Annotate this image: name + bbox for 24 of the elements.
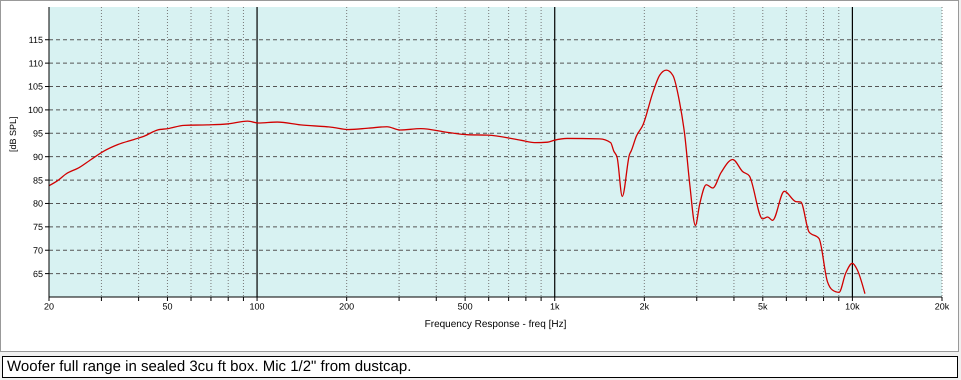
y-tick-label: 115: [28, 34, 43, 45]
x-tick-label: 50: [162, 301, 172, 312]
x-axis-title: Frequency Response - freq [Hz]: [424, 319, 567, 330]
x-tick-label: 200: [339, 301, 354, 312]
y-tick-label: 100: [28, 105, 43, 116]
y-tick-label: 80: [32, 198, 43, 209]
x-tick-label: 10k: [845, 301, 860, 312]
y-tick-label: 75: [32, 222, 43, 232]
y-tick-label: 110: [28, 58, 43, 68]
text: Woofer full range in sealed 3cu ft box. Mic 1/2" from dustcap.: [2, 356, 958, 378]
y-tick-label: 70: [32, 245, 43, 256]
x-tick-label: 1k: [550, 301, 560, 312]
y-tick-label: 95: [32, 128, 43, 138]
x-tick-label: 5k: [758, 301, 768, 312]
y-tick-label: 90: [32, 152, 43, 162]
y-axis-title: [dB SPL]: [8, 116, 18, 152]
x-tick-label: 20: [44, 301, 54, 312]
x-tick-label: 2k: [640, 301, 650, 312]
y-tick-label: 105: [28, 82, 43, 92]
x-tick-label: 100: [250, 301, 265, 312]
y-tick-label: 65: [32, 268, 43, 279]
x-tick-label: 500: [458, 301, 473, 312]
x-tick-label: 20k: [934, 301, 950, 312]
y-tick-label: 85: [32, 175, 43, 186]
